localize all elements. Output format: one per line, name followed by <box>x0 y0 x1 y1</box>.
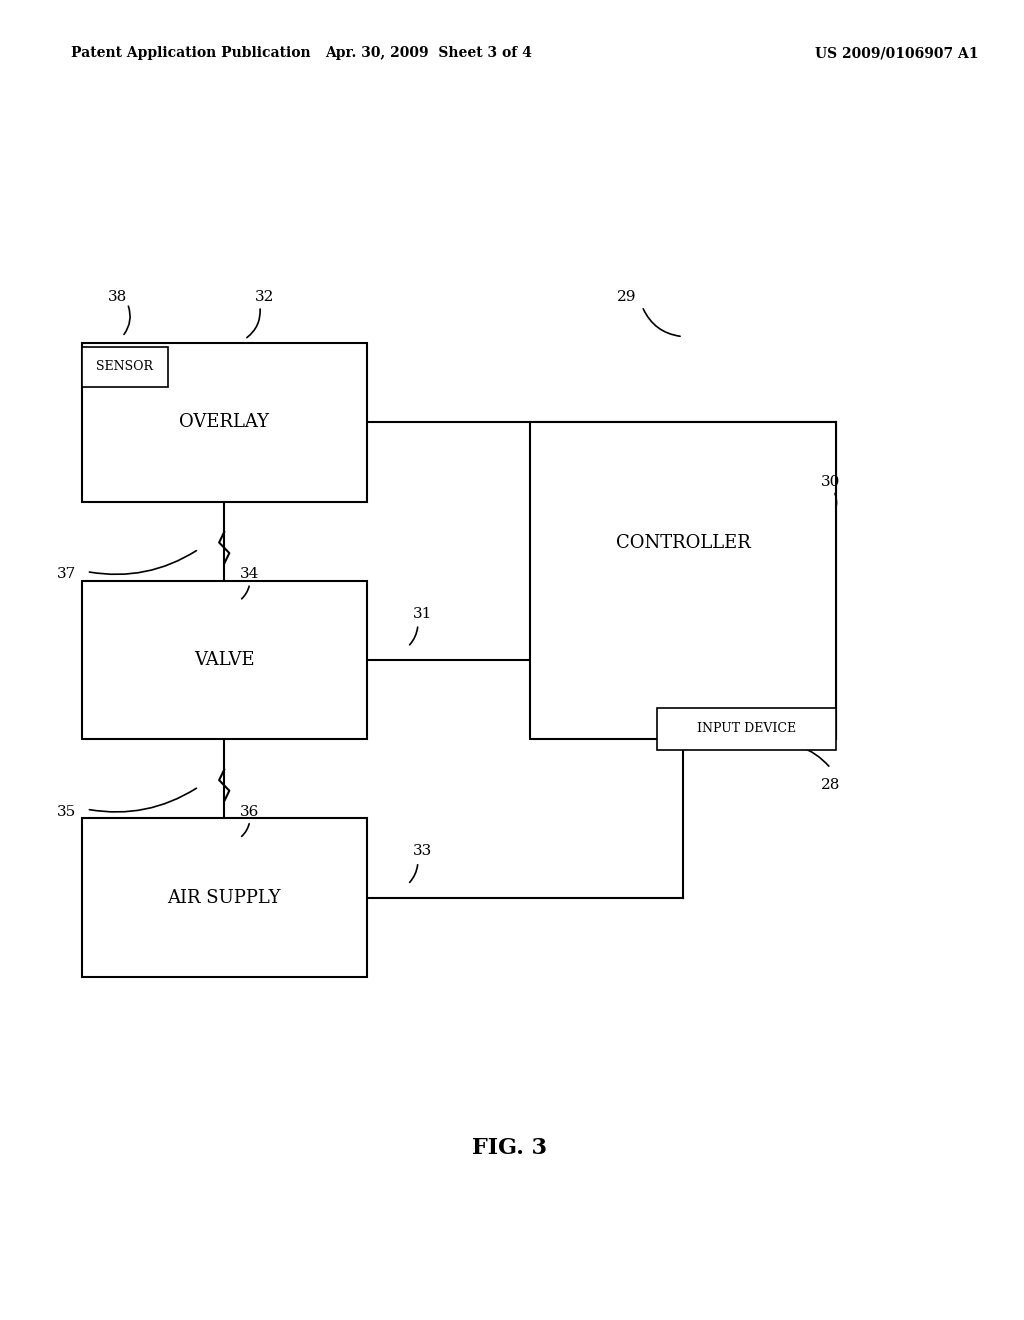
FancyBboxPatch shape <box>82 581 367 739</box>
Text: 36: 36 <box>240 805 259 818</box>
Text: 32: 32 <box>255 290 274 304</box>
Text: 29: 29 <box>617 290 637 304</box>
Text: 28: 28 <box>821 779 841 792</box>
FancyBboxPatch shape <box>82 818 367 977</box>
FancyBboxPatch shape <box>657 708 836 750</box>
Text: 37: 37 <box>56 568 76 581</box>
Text: INPUT DEVICE: INPUT DEVICE <box>697 722 796 735</box>
Text: SENSOR: SENSOR <box>96 360 154 374</box>
FancyBboxPatch shape <box>82 343 367 502</box>
Text: Apr. 30, 2009  Sheet 3 of 4: Apr. 30, 2009 Sheet 3 of 4 <box>325 46 531 61</box>
Text: 35: 35 <box>56 805 76 818</box>
Text: OVERLAY: OVERLAY <box>179 413 269 432</box>
Text: 31: 31 <box>414 607 433 620</box>
Text: 33: 33 <box>414 845 432 858</box>
Text: VALVE: VALVE <box>194 651 255 669</box>
Text: AIR SUPPLY: AIR SUPPLY <box>168 888 281 907</box>
Text: Patent Application Publication: Patent Application Publication <box>72 46 311 61</box>
Text: FIG. 3: FIG. 3 <box>472 1138 547 1159</box>
Text: US 2009/0106907 A1: US 2009/0106907 A1 <box>815 46 979 61</box>
Text: CONTROLLER: CONTROLLER <box>615 533 751 552</box>
Text: 38: 38 <box>108 290 127 304</box>
FancyBboxPatch shape <box>82 347 168 387</box>
Text: 30: 30 <box>821 475 841 488</box>
FancyBboxPatch shape <box>530 422 836 739</box>
Text: 34: 34 <box>240 568 259 581</box>
